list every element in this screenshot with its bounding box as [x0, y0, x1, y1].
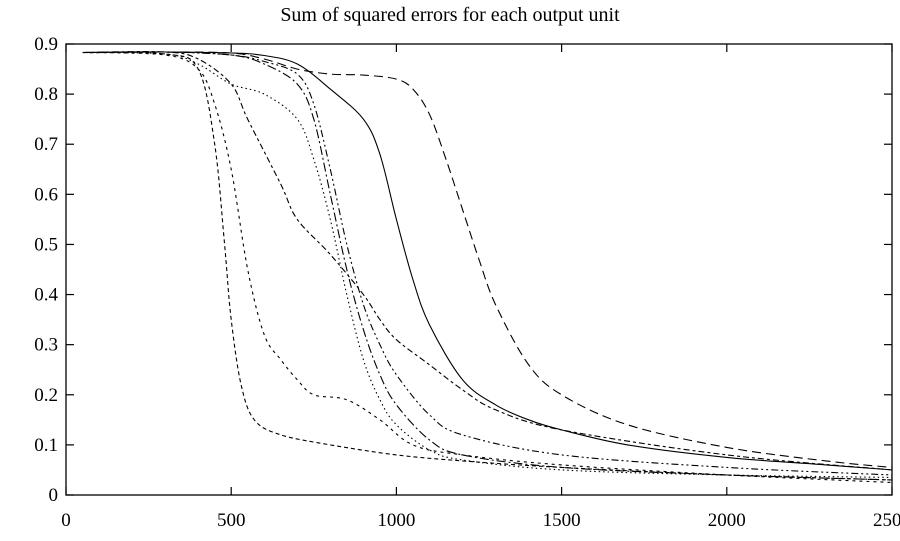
y-tick-label: 0.6 — [34, 184, 58, 205]
series-line-1 — [82, 51, 893, 471]
series-line-4 — [82, 51, 893, 481]
x-tick-label: 1500 — [543, 510, 581, 531]
y-tick-label: 0.8 — [34, 84, 58, 105]
series-line-7 — [82, 51, 893, 484]
x-tick-label: 2000 — [708, 510, 746, 531]
y-tick-label: 0.5 — [34, 234, 58, 255]
y-tick-label: 0.2 — [34, 385, 58, 406]
y-tick-label: 0 — [49, 485, 59, 506]
plot-frame — [65, 43, 893, 496]
series-line-5 — [82, 51, 893, 476]
series-line-3 — [82, 51, 893, 479]
y-tick-label: 0.4 — [34, 285, 58, 306]
y-tick-label: 0.3 — [34, 335, 58, 356]
x-tick-label: 500 — [217, 510, 246, 531]
series-line-2 — [82, 51, 893, 468]
y-tick-label: 0.1 — [34, 435, 58, 456]
y-tick-label: 0.7 — [34, 134, 58, 155]
y-tick-label: 0.9 — [34, 34, 58, 55]
x-tick-label: 1000 — [377, 510, 415, 531]
series-line-6 — [82, 51, 893, 481]
plot-border — [65, 43, 893, 496]
series-group — [82, 51, 893, 484]
x-tick-label: 0 — [61, 510, 71, 531]
series-line-8 — [82, 51, 893, 471]
chart-title: Sum of squared errors for each output un… — [280, 4, 620, 26]
